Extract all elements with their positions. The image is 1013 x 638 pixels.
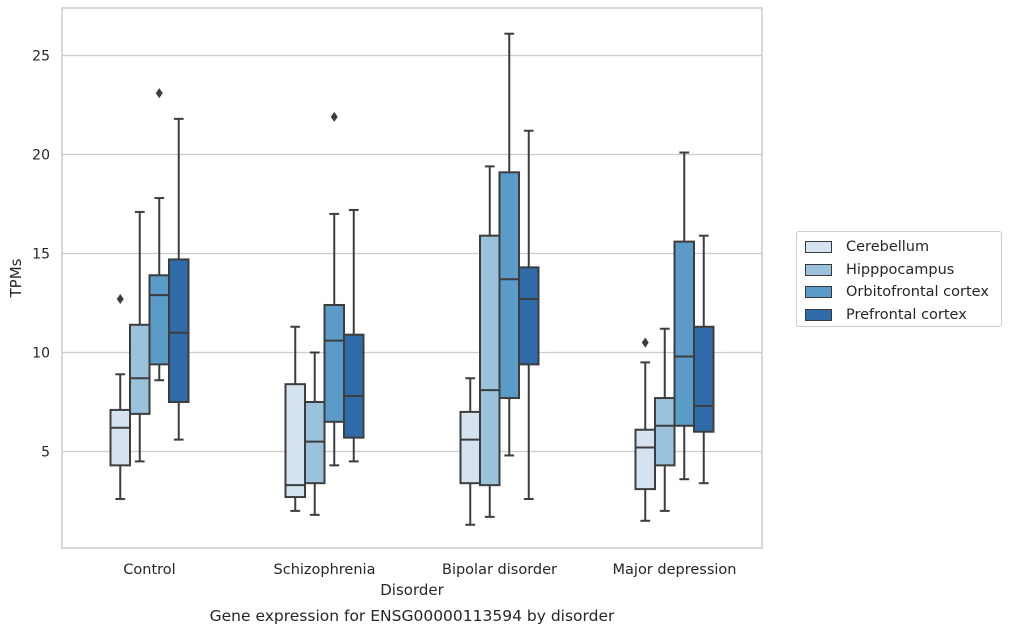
box-major-depression-hipppocampus-box [654,397,676,467]
x-tick-label-bipolar-disorder: Bipolar disorder [442,562,557,578]
legend-swatch-prefrontal [805,308,832,321]
legend-item-prefrontal: Prefrontal cortex [805,304,993,327]
y-axis-title: TPMs [7,258,25,298]
box-major-depression-orbitofrontal-cortex-box [673,240,695,427]
legend-label-cerebellum: Cerebellum [846,239,930,256]
x-tick-label-major-depression: Major depression [613,562,737,578]
legend-swatch-hippocampus [805,263,832,276]
chart-title: Gene expression for ENSG00000113594 by d… [209,607,615,625]
box-control-cerebellum-box [109,408,131,467]
box-major-depression-cerebellum-box [634,428,656,491]
legend-label-prefrontal: Prefrontal cortex [846,306,967,323]
y-tick-label-25: 25 [32,49,50,65]
legend-label-orbitofrontal: Orbitofrontal cortex [846,284,989,301]
box-bipolar-disorder-hipppocampus-box [479,234,501,487]
legend: Cerebellum Hipppocampus Orbitofrontal co… [796,231,1002,327]
box-control-orbitofrontal-cortex-box [148,274,170,366]
box-major-depression-prefrontal-cortex-box [693,325,715,433]
x-tick-label-control: Control [123,562,175,578]
y-tick-label-15: 15 [32,247,50,263]
box-control-cerebellum-outlier-0 [116,294,124,305]
y-tick-label-5: 5 [41,445,50,461]
legend-label-hippocampus: Hipppocampus [846,261,955,278]
box-bipolar-disorder-prefrontal-cortex-box [518,266,540,366]
y-tick-label-10: 10 [32,346,50,362]
plot-frame [61,7,763,549]
legend-item-orbitofrontal: Orbitofrontal cortex [805,281,993,304]
box-control-prefrontal-cortex-box [168,258,190,403]
box-bipolar-disorder-orbitofrontal-cortex-box [498,171,520,400]
box-bipolar-disorder-cerebellum-box [459,410,481,485]
legend-swatch-orbitofrontal [805,286,832,299]
legend-item-hippocampus: Hipppocampus [805,259,993,282]
legend-item-cerebellum: Cerebellum [805,236,993,259]
box-schizophrenia-orbitofrontal-cortex-outlier-0 [330,111,338,122]
box-schizophrenia-cerebellum-box [284,383,306,499]
y-tick-label-20: 20 [32,148,50,164]
box-control-orbitofrontal-cortex-outlier-0 [155,88,163,99]
legend-swatch-cerebellum [805,241,832,254]
box-control-hipppocampus-box [129,323,151,415]
box-major-depression-cerebellum-outlier-0 [641,337,649,348]
x-axis-title: Disorder [380,581,444,599]
x-tick-label-schizophrenia: Schizophrenia [274,562,376,578]
box-schizophrenia-prefrontal-cortex-box [343,333,365,439]
box-schizophrenia-orbitofrontal-cortex-box [323,303,345,423]
